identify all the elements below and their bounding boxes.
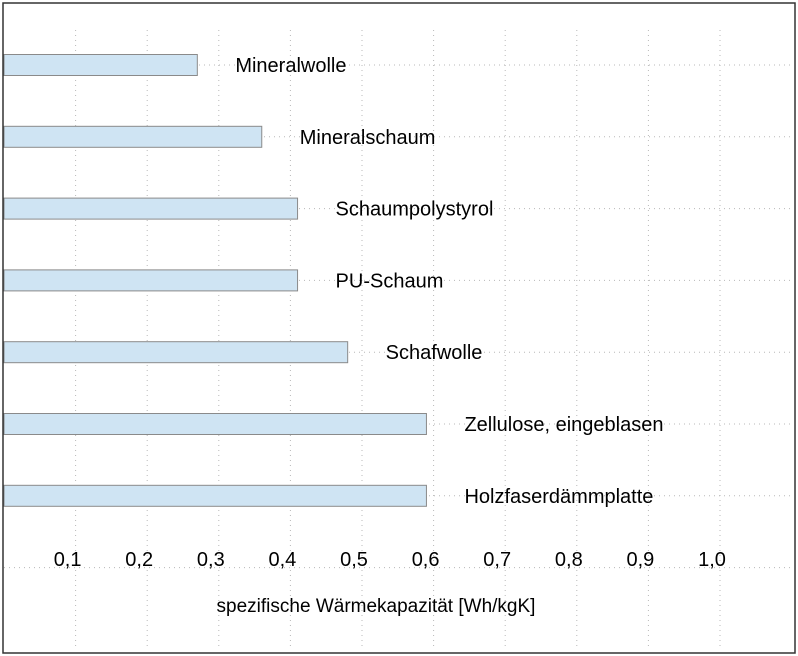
bar <box>3 54 198 76</box>
bar <box>3 197 299 220</box>
bar <box>3 269 299 292</box>
x-tick-label: 0,7 <box>483 549 511 571</box>
x-axis-title: spezifische Wärmekapazität [Wh/kgK] <box>217 596 536 617</box>
x-tick-label: 0,9 <box>626 549 654 571</box>
bar-label: PU-Schaum <box>336 270 444 292</box>
x-tick-label: 0,8 <box>555 549 583 571</box>
bar-label: Holzfaserdämmplatte <box>464 486 653 508</box>
x-tick-label: 1,0 <box>698 549 726 571</box>
x-tick-label: 0,4 <box>268 549 296 571</box>
bars <box>3 54 427 507</box>
bar-label: Schafwolle <box>386 342 483 364</box>
bar-label: Schaumpolystyrol <box>336 199 494 221</box>
bar-label: Zellulose, eingeblasen <box>464 414 663 436</box>
bar <box>3 125 263 148</box>
bar-labels: Mineralwolle Mineralschaum Schaumpolystyro… <box>235 55 663 508</box>
x-tick-label: 0,6 <box>412 549 440 571</box>
x-tick-label: 0,5 <box>340 549 368 571</box>
bar-label: Mineralschaum <box>300 127 436 149</box>
x-tick-label: 0,3 <box>197 549 225 571</box>
x-tick-label: 0,1 <box>54 549 82 571</box>
gridlines <box>4 30 794 650</box>
bar-label: Mineralwolle <box>235 55 346 77</box>
bar <box>3 413 427 435</box>
bar <box>3 484 427 507</box>
bar <box>3 341 349 364</box>
x-tick-label: 0,2 <box>125 549 153 571</box>
x-tick-labels: 0,1 0,2 0,3 0,4 0,5 0,6 0,7 0,8 0,9 1,0 <box>54 549 726 571</box>
